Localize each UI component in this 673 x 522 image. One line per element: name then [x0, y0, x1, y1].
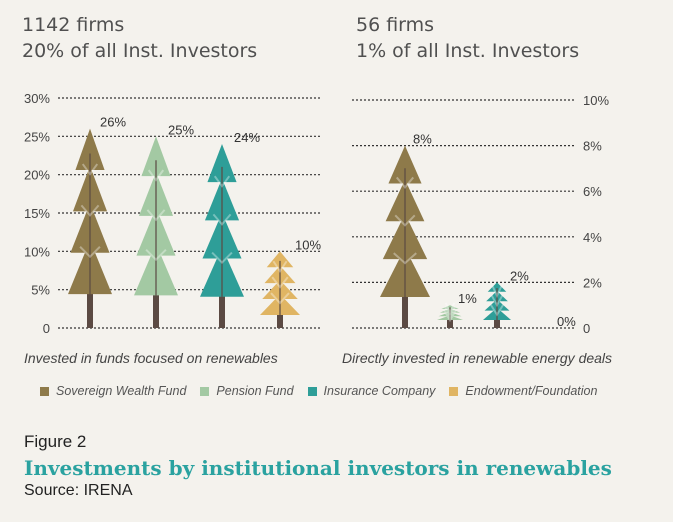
- tree-branch: [213, 175, 231, 188]
- legend-item-pension: Pension Fund: [200, 384, 294, 398]
- right-panel-header: 56 firms 1% of all Inst. Investors: [356, 12, 579, 64]
- data-label: 2%: [510, 268, 529, 283]
- tree-branch: [272, 260, 288, 274]
- funds-panel: 0 5% 10% 15% 20% 25% 30% 26% 25% 24% 10% Invested i…: [24, 91, 322, 366]
- left-firm-count: 1142 firms: [22, 14, 125, 36]
- y-tick-label: 8%: [583, 139, 602, 154]
- tree-branch: [212, 213, 232, 226]
- right-share: 1% of all Inst. Investors: [356, 40, 580, 62]
- tree-branch: [490, 294, 504, 308]
- tree-foliage: [487, 282, 507, 292]
- left-share: 20% of all Inst. Investors: [22, 40, 258, 62]
- figure-title: Investments by institutional investors i…: [24, 456, 612, 480]
- y-tick-label: 0: [583, 321, 590, 336]
- panel-caption: Invested in funds focused on renewables: [24, 350, 278, 366]
- data-label: 8%: [413, 132, 432, 147]
- tree-chart: 0 5% 10% 15% 20% 25% 30% 26% 25% 24% 10% Invested i…: [24, 91, 612, 366]
- data-label: 25%: [168, 122, 194, 137]
- y-tick-label: 10%: [24, 244, 50, 259]
- tree-branch: [444, 306, 456, 319]
- legend-label: Endowment/Foundation: [465, 384, 598, 398]
- tree-branch: [211, 251, 233, 264]
- tree-branch: [444, 302, 456, 316]
- tree-trunk: [447, 313, 453, 328]
- y-tick-label: 10%: [583, 93, 609, 108]
- tree-foliage: [75, 128, 105, 171]
- legend-swatch: [307, 386, 317, 396]
- legend-swatch: [449, 386, 459, 396]
- figure-source: Source: IRENA: [24, 482, 133, 499]
- legend-label: Insurance Company: [323, 384, 436, 398]
- tree-branch: [443, 309, 457, 323]
- tree-branch: [489, 304, 505, 317]
- tree-branch: [271, 276, 289, 289]
- y-tick-label: 20%: [24, 168, 50, 183]
- y-tick-label: 25%: [24, 129, 50, 144]
- y-tick-label: 5%: [31, 283, 50, 298]
- left-panel-header: 1142 firms 20% of all Inst. Investors: [22, 12, 257, 64]
- tree-branch: [147, 169, 165, 182]
- legend-label: Pension Fund: [216, 384, 294, 398]
- figure-number: Figure 2: [24, 432, 87, 451]
- data-label: 10%: [295, 237, 321, 252]
- legend-swatch: [40, 386, 49, 396]
- tree-branch: [394, 214, 416, 227]
- right-firm-count: 56 firms: [356, 14, 435, 36]
- y-tick-label: 0: [43, 321, 50, 336]
- tree-foliage: [441, 305, 459, 309]
- tree-branch: [491, 285, 503, 299]
- data-label: 24%: [234, 130, 260, 145]
- legend: Sovereign Wealth Fund Pension Fund Insur…: [40, 384, 611, 398]
- legend-item-insurance: Insurance Company: [307, 384, 436, 398]
- data-label: 0%: [557, 314, 576, 329]
- y-tick-label: 15%: [24, 206, 50, 221]
- tree-branch: [80, 204, 100, 217]
- tree-branch: [146, 209, 166, 222]
- tree-branch: [145, 248, 167, 262]
- tree-foliage: [141, 136, 171, 177]
- direct-deals-panel: 0 2% 4% 6% 8% 10% 8% 1% 2% 0% Directly invested in…: [342, 93, 612, 366]
- data-label: 1%: [458, 291, 477, 306]
- tree-foliage: [388, 145, 422, 184]
- y-tick-label: 4%: [583, 230, 602, 245]
- y-tick-label: 6%: [583, 184, 602, 199]
- y-tick-label: 2%: [583, 275, 602, 290]
- legend-swatch: [200, 386, 210, 396]
- tree-foliage: [266, 251, 294, 268]
- tree-branch: [395, 176, 415, 190]
- tree-branch: [270, 292, 290, 305]
- tree-branch: [79, 246, 101, 259]
- data-label: 26%: [100, 115, 126, 130]
- legend-label: Sovereign Wealth Fund: [56, 384, 187, 398]
- panel-caption: Directly invested in renewable energy de…: [342, 350, 612, 366]
- tree-foliage: [207, 144, 237, 183]
- tree-branch: [393, 252, 417, 265]
- y-tick-label: 30%: [24, 91, 50, 106]
- legend-item-endowment: Endowment/Foundation: [449, 384, 597, 398]
- tree-branch: [81, 163, 99, 176]
- legend-item-sovereign: Sovereign Wealth Fund: [40, 384, 186, 398]
